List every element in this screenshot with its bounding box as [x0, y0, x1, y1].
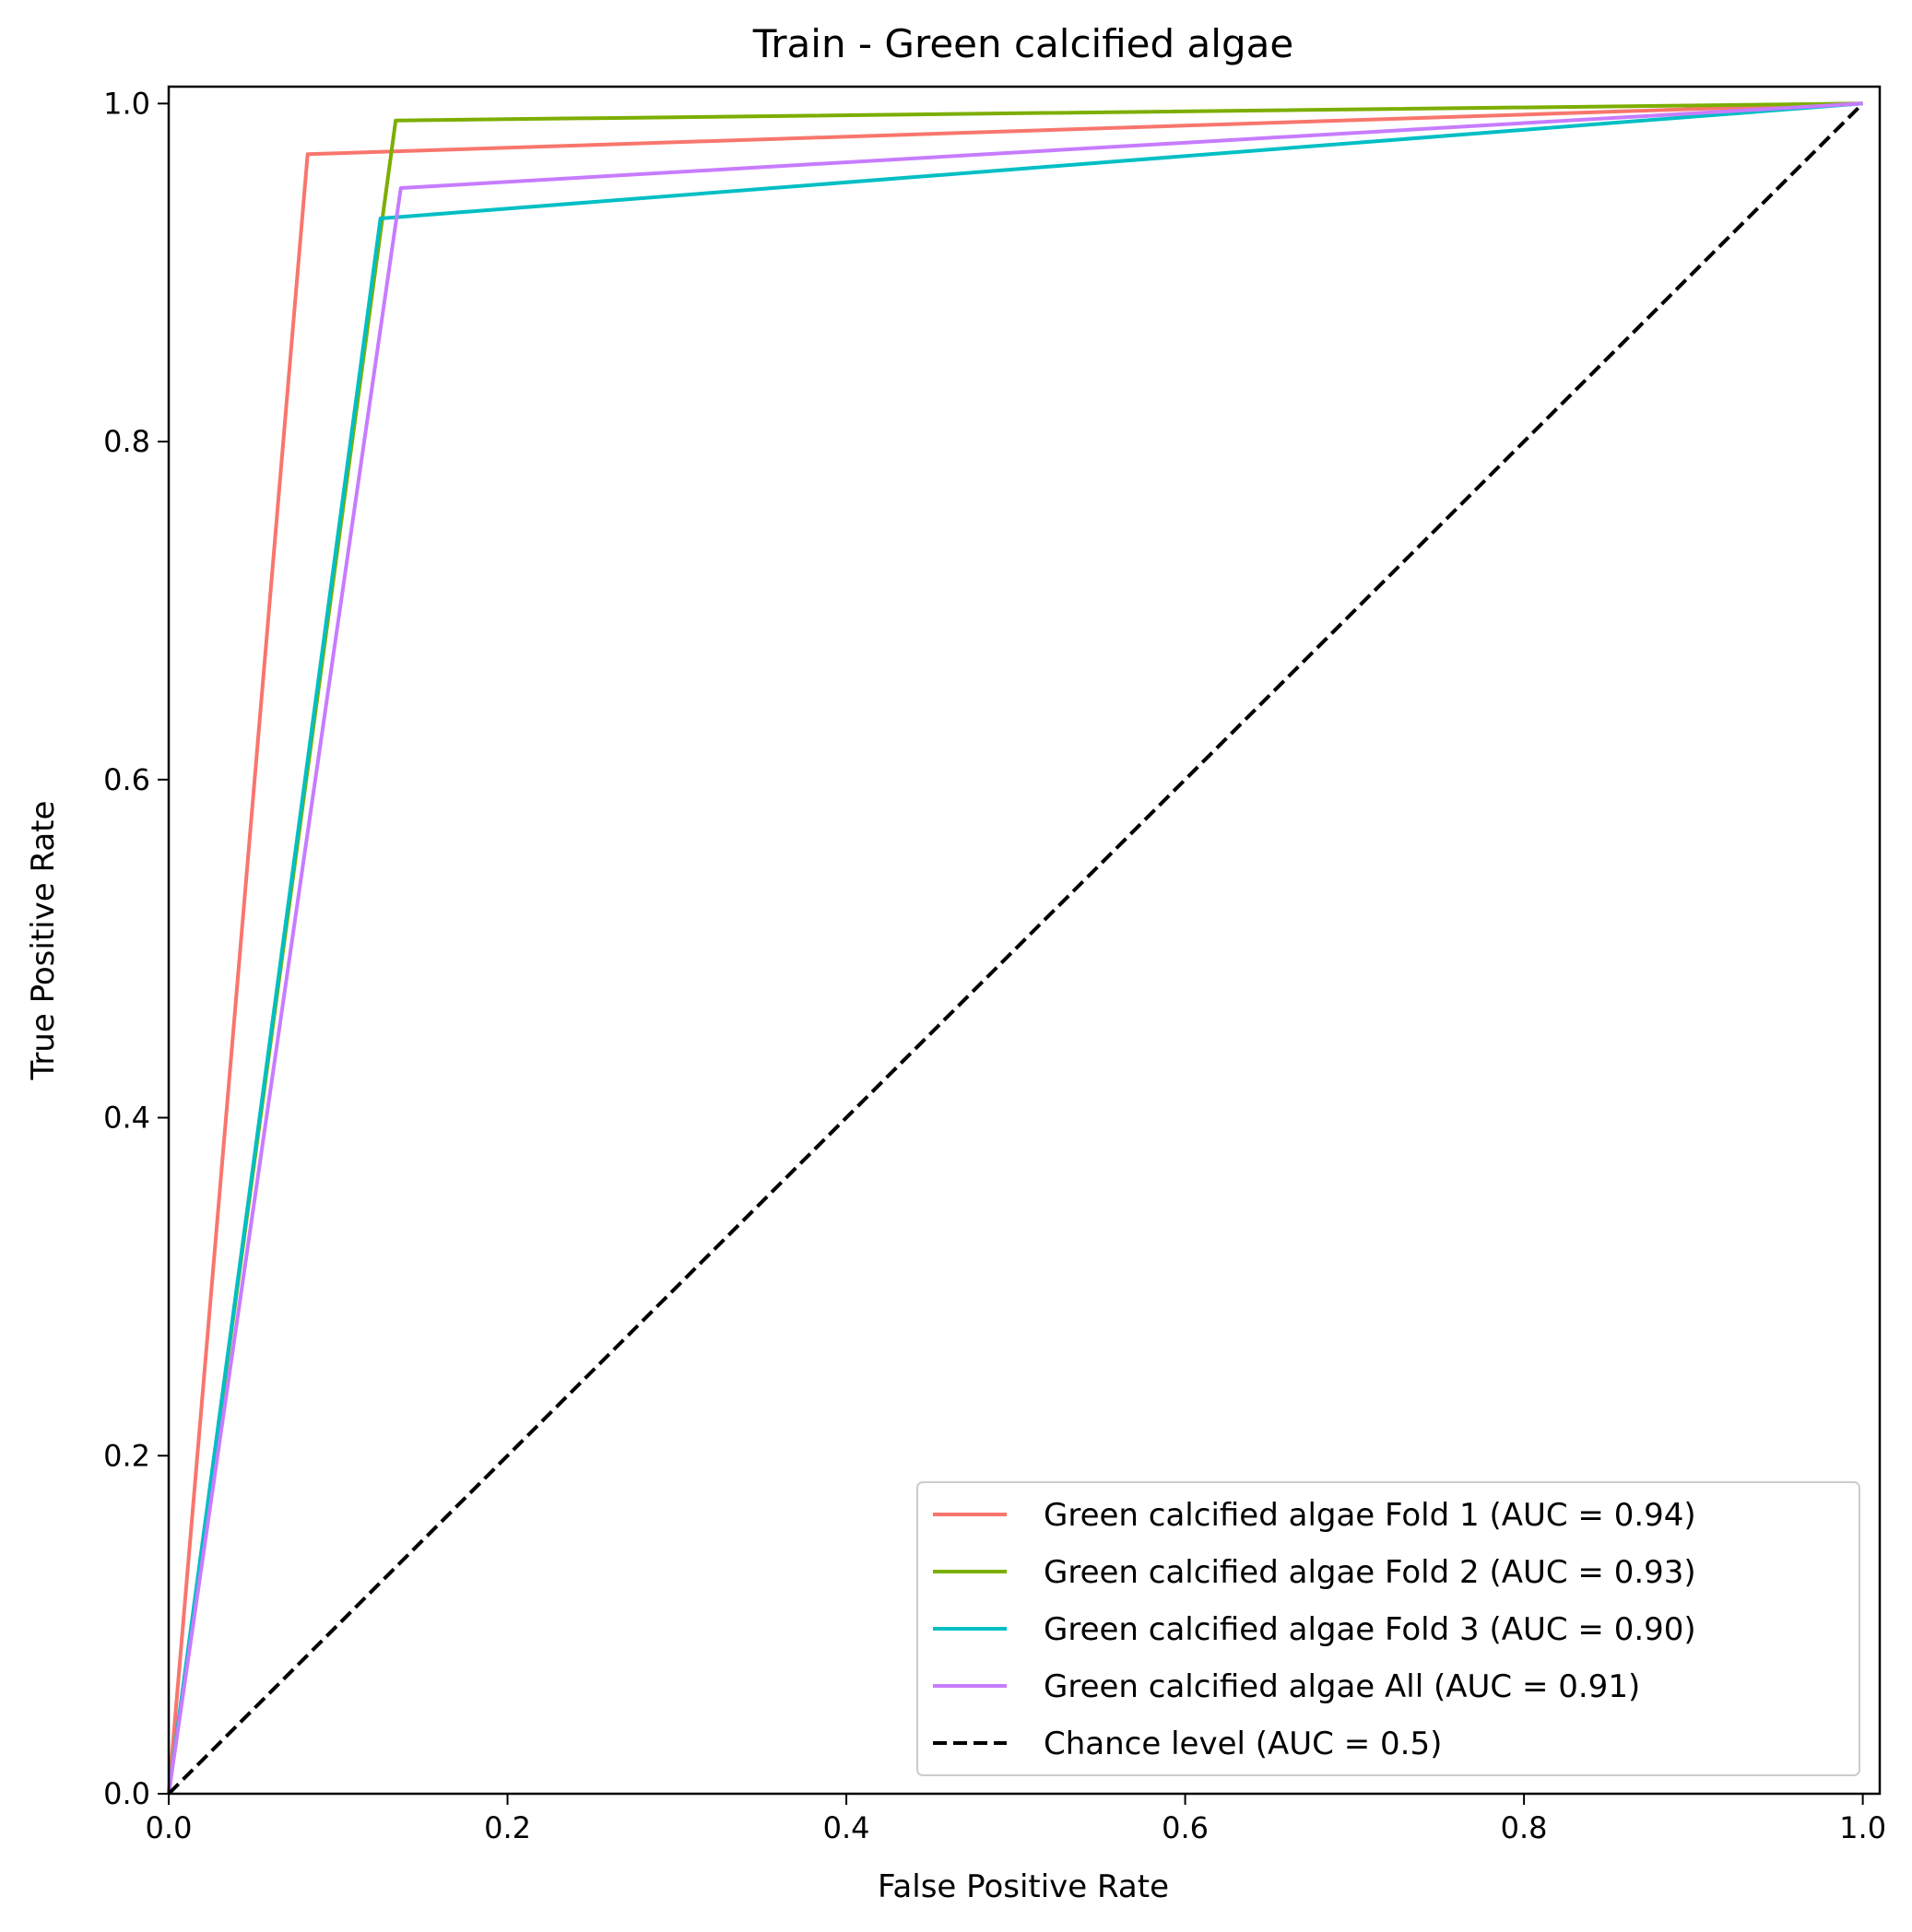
y-tick-label: 0.6 — [103, 762, 150, 797]
y-tick-label: 0.2 — [103, 1438, 150, 1473]
plot-lines — [167, 101, 1865, 1796]
x-axis-ticks: 0.0 0.2 0.4 0.6 0.8 1.0 — [146, 1794, 1886, 1845]
x-axis-label: False Positive Rate — [878, 1868, 1169, 1905]
legend-label: Chance level (AUC = 0.5) — [1044, 1726, 1442, 1762]
series-line-4 — [167, 101, 1863, 1795]
legend-label: Green calcified algae Fold 1 (AUC = 0.94… — [1044, 1497, 1696, 1534]
legend-box — [916, 1481, 1860, 1776]
y-axis-label: True Positive Rate — [25, 801, 62, 1081]
x-tick-label: 1.0 — [1839, 1810, 1886, 1845]
x-tick-label: 0.0 — [146, 1810, 193, 1845]
legend-label: Green calcified algae All (AUC = 0.91) — [1044, 1668, 1640, 1705]
legend-label: Green calcified algae Fold 2 (AUC = 0.93… — [1044, 1554, 1696, 1591]
y-tick-label: 0.4 — [103, 1101, 150, 1136]
x-tick-label: 0.4 — [823, 1810, 870, 1845]
y-tick-label: 0.8 — [103, 424, 150, 459]
series-line-5 — [167, 101, 1865, 1796]
y-tick-label: 0.0 — [103, 1776, 150, 1811]
chart-title: Train - Green calcified algae — [752, 21, 1293, 66]
x-tick-label: 0.8 — [1501, 1810, 1548, 1845]
y-axis-ticks: 0.0 0.2 0.4 0.6 0.8 1.0 — [103, 86, 169, 1811]
series-line-1 — [167, 101, 1863, 1795]
y-tick-label: 1.0 — [103, 86, 150, 121]
plot-frame — [167, 85, 1882, 1796]
x-tick-label: 0.2 — [484, 1810, 531, 1845]
x-tick-label: 0.6 — [1162, 1810, 1209, 1845]
series-line-3 — [167, 101, 1863, 1795]
legend-label: Green calcified algae Fold 3 (AUC = 0.90… — [1044, 1611, 1696, 1648]
legend: Green calcified algae Fold 1 (AUC = 0.94… — [916, 1481, 1860, 1776]
